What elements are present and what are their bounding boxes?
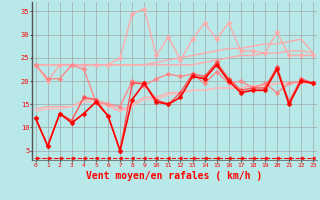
X-axis label: Vent moyen/en rafales ( km/h ): Vent moyen/en rafales ( km/h ) xyxy=(86,171,262,181)
